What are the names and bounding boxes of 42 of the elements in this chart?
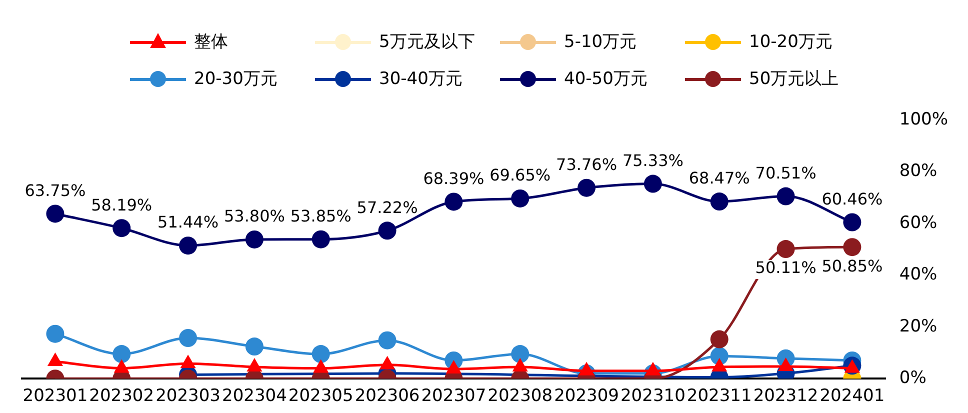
data-label: 57.22% <box>356 198 418 217</box>
y-tick-label: 0% <box>899 368 926 388</box>
data-label: 70.51% <box>755 163 816 182</box>
y-tick-label: 20% <box>899 316 938 336</box>
data-label: 50.85% <box>822 256 883 276</box>
x-tick-label: 202309 <box>554 386 619 406</box>
x-tick-label: 202312 <box>753 386 818 406</box>
x-tick-label: 202308 <box>488 386 553 406</box>
legend-label: 40-50万元 <box>564 68 648 90</box>
data-label: 68.39% <box>423 168 484 188</box>
x-tick-label: 202310 <box>620 386 686 406</box>
y-tick-label: 60% <box>899 212 938 233</box>
data-label: 69.65% <box>490 166 551 185</box>
y-tick-label: 100% <box>899 109 948 130</box>
y-tick-label: 40% <box>899 264 938 285</box>
legend-label: 5万元及以下 <box>379 31 475 53</box>
x-tick-label: 202304 <box>222 386 287 406</box>
data-label: 75.33% <box>622 150 684 170</box>
data-label: 60.46% <box>822 189 883 208</box>
x-tick-label: 202306 <box>354 386 420 406</box>
legend-label: 50万元以上 <box>749 68 839 90</box>
x-tick-label: 202311 <box>686 386 752 406</box>
data-label: 51.44% <box>158 212 219 232</box>
x-tick-label: 202305 <box>288 386 354 406</box>
data-label: 53.80% <box>224 206 285 226</box>
x-tick-label: 202303 <box>156 386 220 406</box>
data-label: 53.85% <box>290 206 352 226</box>
data-label: 58.19% <box>91 195 152 214</box>
x-tick-label: 202401 <box>820 386 885 406</box>
x-tick-label: 202302 <box>89 386 154 406</box>
y-tick-label: 80% <box>899 161 938 182</box>
legend-label: 5-10万元 <box>564 31 637 53</box>
data-label: 68.47% <box>688 168 750 188</box>
legend-label: 10-20万元 <box>749 31 832 53</box>
data-label: 73.76% <box>556 155 618 174</box>
data-label: 63.75% <box>24 180 86 200</box>
data-label: 50.11% <box>755 258 816 278</box>
legend-label: 整体 <box>194 31 228 53</box>
x-tick-label: 202301 <box>22 386 88 406</box>
legend-label: 30-40万元 <box>379 68 462 90</box>
legend-label: 20-30万元 <box>194 68 278 90</box>
x-tick-label: 202307 <box>421 386 486 406</box>
